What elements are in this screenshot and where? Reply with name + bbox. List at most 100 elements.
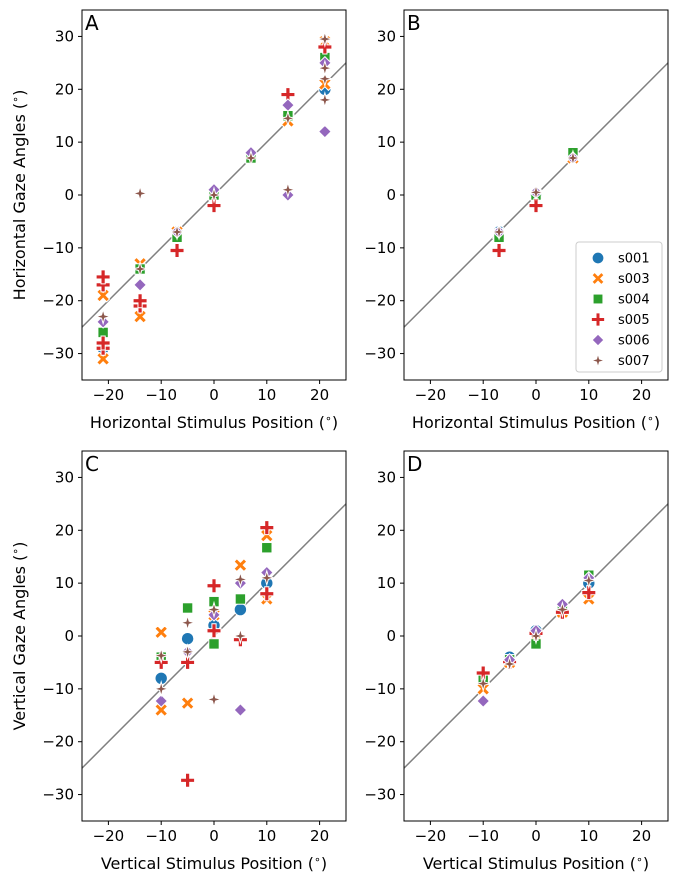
point-s003 [154,625,169,640]
point-s007 [257,569,276,587]
x-tick-label: −20 [415,827,447,845]
point-s007 [131,184,149,203]
point-s007 [527,627,545,645]
x-axis-label: Horizontal Stimulus Position (∘) [90,412,338,432]
point-s007 [152,646,171,665]
x-tick-label: 20 [310,386,329,404]
legend-marker-s007 [589,352,607,369]
y-tick-label: 30 [55,27,74,45]
y-tick-label: 10 [377,574,396,592]
point-s005 [259,520,275,536]
point-s005 [206,578,222,594]
point-s005 [581,585,597,601]
point-s007 [316,59,334,77]
y-tick-label: −20 [364,733,396,751]
point-s007 [500,655,519,673]
point-s007 [490,223,508,241]
point-s007 [474,674,493,693]
y-tick-label: 0 [386,627,396,645]
y-tick-label: 0 [64,186,74,204]
x-tick-label: −10 [467,386,499,404]
y-tick-label: 10 [55,133,74,151]
legend-label-s001: s001 [618,252,650,267]
y-tick-label: 30 [55,468,74,486]
point-s005 [206,198,222,214]
points-c [152,520,276,788]
point-s005 [95,269,111,285]
x-tick-label: 20 [310,827,329,845]
legend-label-s004: s004 [618,293,650,308]
x-tick-label: 0 [531,386,541,404]
point-s007 [168,223,186,241]
panel-a: −20 −10 0 10 20 −30 −20 −10 0 10 20 30 A Horizontal S… [9,9,347,432]
x-axis-label: Vertical Stimulus Position (∘) [423,853,649,873]
point-s006 [154,694,169,708]
legend-marker-s004 [592,293,604,305]
y-tick-label: −20 [42,292,74,310]
point-s004 [208,638,220,650]
legend-label-s005: s005 [618,313,650,328]
point-s007 [178,643,197,661]
x-tick-label: −20 [93,386,125,404]
point-s007 [242,149,260,167]
y-tick-label: 10 [377,133,396,151]
point-s005 [491,243,507,258]
y-tick-label: 30 [377,27,396,45]
point-s004 [234,593,247,605]
y-tick-label: −10 [364,680,396,698]
point-s007 [527,183,545,202]
y-tick-label: −30 [42,345,74,363]
panel-letter: B [407,11,421,35]
legend-label-s006: s006 [618,334,650,349]
point-s004 [261,542,273,554]
x-tick-label: 10 [579,827,598,845]
point-s005 [206,623,222,639]
point-s005 [259,586,275,602]
point-s003 [133,309,148,324]
point-s007 [94,307,112,326]
x-tick-label: 0 [209,827,219,845]
point-s005 [169,243,185,258]
x-tick-label: 0 [531,827,541,845]
panel-letter: A [85,11,99,35]
point-s006 [133,277,147,292]
point-s006 [476,694,491,708]
point-s003 [233,558,248,573]
legend-marker-s005 [590,312,606,327]
point-s006 [317,124,332,139]
panel-b: −20 −10 0 10 20 −30 −20 −10 0 10 20 30 B Horizontal S… [364,9,669,432]
point-s007 [279,109,297,128]
x-tick-label: 20 [632,386,651,404]
point-s001 [233,602,248,617]
point-s007 [564,149,582,167]
y-tick-label: −30 [364,786,396,804]
point-s007 [231,627,250,645]
x-axis-label: Vertical Stimulus Position (∘) [101,853,327,873]
point-s007 [178,613,197,632]
y-tick-label: −30 [42,786,74,804]
point-s007 [205,690,223,709]
point-s007 [131,260,149,278]
point-s005 [180,772,196,788]
point-s003 [180,696,195,711]
point-s003 [96,288,111,303]
y-tick-label: 10 [55,574,74,592]
y-tick-label: −10 [364,239,396,257]
y-tick-label: −30 [364,345,396,363]
y-tick-label: −10 [42,239,74,257]
points-a [94,30,334,366]
panel-d: −20 −10 0 10 20 −30 −20 −10 0 10 20 30 D Vertical Sti… [364,450,669,873]
point-s007 [316,69,334,88]
legend-marker-s003 [591,271,605,286]
point-s005 [95,335,111,351]
y-tick-label: −20 [364,292,396,310]
y-tick-label: 20 [377,521,396,539]
y-tick-label: 0 [64,627,74,645]
x-tick-label: 10 [257,827,276,845]
point-s007 [205,186,223,204]
y-tick-label: 30 [377,468,396,486]
point-s003 [96,351,111,366]
y-tick-label: 20 [55,521,74,539]
panel-letter: C [85,452,99,476]
